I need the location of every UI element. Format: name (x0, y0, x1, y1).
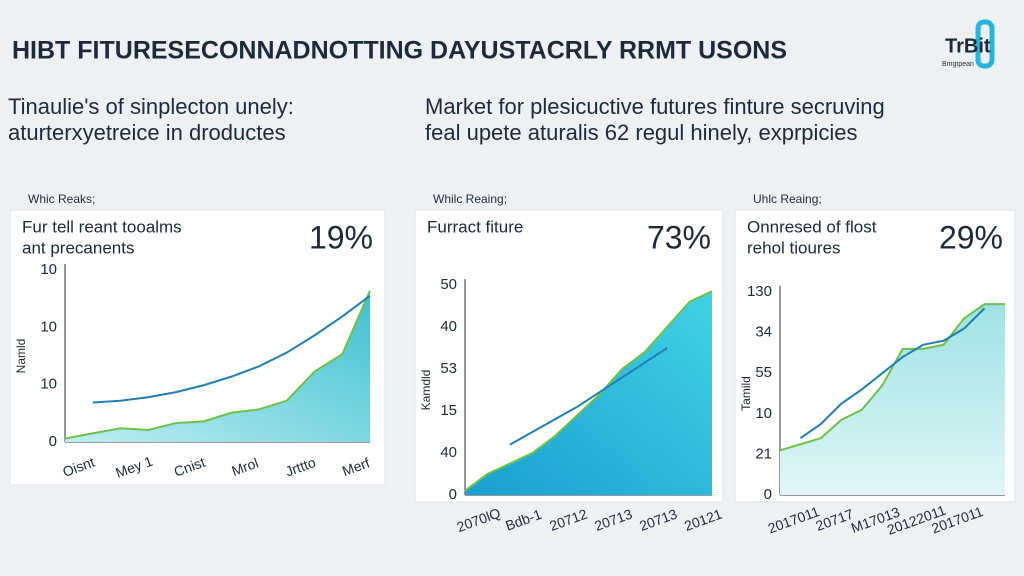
subtitle: Tinaulie's of sinplecton unely: (8, 94, 294, 119)
area (780, 304, 1005, 495)
area-edge (464, 290, 713, 492)
panel-title: Fur tell reant tooalms (22, 217, 182, 236)
headline: 29% (939, 219, 1003, 255)
y-tick-label: 10 (40, 261, 57, 278)
y-tick-label: 50 (440, 276, 457, 293)
headline: 19% (309, 219, 373, 255)
y-axis-title: Tamild (739, 376, 753, 411)
y-tick-label: 53 (440, 360, 457, 377)
y-axis-title: Kamdld (419, 370, 433, 411)
y-tick-label: 0 (49, 433, 57, 450)
panel-title: Furract fiture (427, 217, 523, 236)
area (65, 290, 370, 442)
y-tick-label: 21 (755, 445, 772, 462)
panel-label: Whilc Reaing; (433, 192, 507, 206)
headline: 73% (647, 219, 711, 255)
y-tick-label: 10 (40, 376, 57, 393)
subtitle: aturterxyetreice in droductes (8, 120, 286, 145)
y-tick-label: 0 (764, 486, 772, 503)
subtitle: Market for plesicuctive futures finture … (425, 94, 885, 119)
y-axis-title: Namld (14, 339, 28, 374)
y-tick-label: 40 (440, 444, 457, 461)
y-tick-label: 10 (755, 405, 772, 422)
panel-label: Uhlc Reaing; (753, 192, 822, 206)
logo-mark (975, 19, 995, 69)
panel-title: ant precanents (22, 238, 134, 257)
page-title: HIBT FITURESECONNADNOTTING DAYUSTACRLY R… (12, 37, 787, 65)
line (799, 307, 986, 439)
panel-title: Onnresed of flost (747, 217, 877, 236)
y-tick-label: 15 (440, 402, 457, 419)
y-tick-label: 40 (440, 318, 457, 335)
line (92, 294, 371, 404)
panel-title: rehol tioures (747, 238, 841, 257)
y-tick-label: 34 (755, 324, 772, 341)
logo-sub: Bmgtpean (942, 61, 974, 68)
line (509, 347, 668, 446)
y-tick-label: 130 (747, 283, 772, 300)
logo: TrBit (945, 35, 991, 57)
y-tick-label: 0 (449, 486, 457, 503)
area-edge (779, 303, 1005, 452)
area-edge (64, 290, 371, 440)
area (465, 291, 712, 495)
y-tick-label: 10 (40, 318, 57, 335)
subtitle: feal upete aturalis 62 regul hinely, exp… (425, 120, 858, 145)
panel-label: Whic Reaks; (28, 192, 95, 206)
y-tick-label: 55 (755, 364, 772, 381)
